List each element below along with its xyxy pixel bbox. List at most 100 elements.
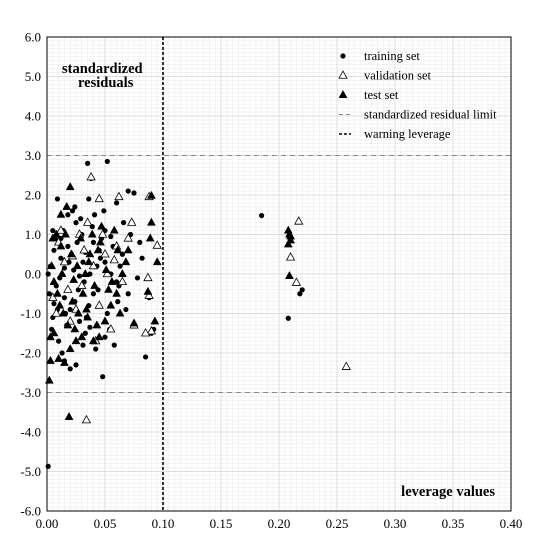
test-point	[53, 288, 62, 297]
test-point	[113, 245, 123, 254]
test-point	[49, 328, 59, 337]
validation-point	[59, 256, 70, 266]
validation-point	[144, 290, 154, 299]
training-point	[120, 220, 127, 226]
test-point	[115, 308, 125, 317]
training-point	[51, 301, 57, 307]
training-point	[73, 362, 79, 368]
test-point	[78, 288, 88, 297]
test-point	[54, 353, 64, 362]
test-point	[68, 296, 77, 305]
tick-labels: 0.00 0.05 0.10 0.15 0.20 0.25 0.30 0.35 0.40 -6.0…	[20, 30, 522, 532]
y-tick-label: 1.0	[25, 227, 41, 242]
test-point	[145, 233, 155, 242]
test-point	[84, 257, 94, 266]
test-point	[46, 332, 55, 341]
test-point	[129, 318, 139, 327]
legend-label: warning leverage	[364, 127, 451, 141]
data-points	[44, 158, 351, 469]
test-point	[90, 280, 99, 289]
validation-point	[341, 361, 351, 370]
validation-point	[100, 248, 110, 258]
test-point	[70, 324, 80, 333]
test-point	[283, 239, 293, 248]
legend-item: warning leverage	[339, 127, 451, 141]
test-point	[56, 209, 66, 218]
training-point	[139, 255, 145, 261]
test-point	[49, 276, 59, 285]
x-tick-label: 0.05	[94, 516, 117, 531]
y-axis-title-line1: standardized	[62, 61, 143, 77]
test-point	[150, 316, 160, 325]
test-point	[66, 249, 76, 258]
x-tick-label: 0.35	[442, 516, 465, 531]
test-point	[62, 201, 72, 210]
test-point	[77, 332, 87, 341]
training-point	[67, 306, 73, 313]
validation-point	[140, 327, 151, 337]
validation-point	[88, 260, 99, 270]
y-tick-label: 5.0	[25, 69, 41, 84]
training-point	[117, 263, 123, 269]
training-point	[80, 259, 86, 265]
test-point	[146, 217, 156, 226]
validation-point	[79, 245, 89, 254]
y-tick-label: -1.0	[20, 306, 41, 321]
test-point	[69, 274, 79, 283]
legend-item: training set	[340, 49, 420, 63]
test-point	[123, 245, 133, 254]
validation-point	[152, 240, 162, 249]
validation-point	[94, 193, 104, 203]
validation-point	[109, 254, 119, 264]
x-tick-label: 0.40	[500, 516, 523, 531]
x-tick-label: 0.20	[268, 516, 291, 531]
test-point	[104, 284, 113, 293]
x-tick-label: 0.15	[210, 516, 233, 531]
y-tick-label: 2.0	[25, 188, 41, 203]
x-tick-label: 0.25	[326, 516, 349, 531]
validation-point	[294, 216, 304, 225]
training-point	[72, 204, 78, 210]
training-point	[54, 196, 61, 202]
training-point	[104, 158, 110, 165]
test-point	[85, 249, 95, 258]
validation-point	[106, 324, 116, 333]
training-point	[65, 243, 71, 249]
legend-label: training set	[364, 49, 420, 63]
y-tick-label: 6.0	[25, 30, 41, 45]
test-point	[146, 190, 156, 199]
training-point	[61, 265, 67, 271]
test-point	[59, 357, 69, 366]
test-point	[107, 276, 117, 285]
legend-marker-training	[340, 53, 346, 59]
training-point	[50, 227, 56, 234]
training-point	[56, 338, 62, 344]
y-tick-label: 3.0	[25, 148, 41, 163]
training-point	[134, 275, 141, 281]
validation-point	[102, 268, 112, 278]
test-point	[100, 316, 110, 325]
legend-label: standardized residual limit	[364, 108, 497, 122]
test-point	[152, 257, 162, 266]
legend-item: test set	[338, 88, 399, 102]
test-point	[46, 355, 55, 364]
training-point	[90, 291, 96, 297]
training-point	[85, 160, 91, 166]
training-point	[143, 354, 149, 360]
training-point	[123, 306, 129, 313]
test-point	[72, 261, 82, 270]
training-point	[76, 318, 83, 324]
y-tick-label: -4.0	[20, 425, 41, 440]
training-point	[108, 233, 114, 240]
training-point	[78, 216, 84, 222]
training-point	[93, 346, 99, 352]
training-point	[73, 220, 79, 226]
validation-point	[56, 225, 66, 234]
training-point	[86, 196, 92, 202]
test-point	[64, 412, 74, 420]
test-point	[117, 269, 127, 277]
training-point	[101, 208, 107, 214]
y-tick-label: 4.0	[25, 109, 41, 124]
training-point	[137, 239, 143, 245]
training-point	[285, 315, 291, 321]
